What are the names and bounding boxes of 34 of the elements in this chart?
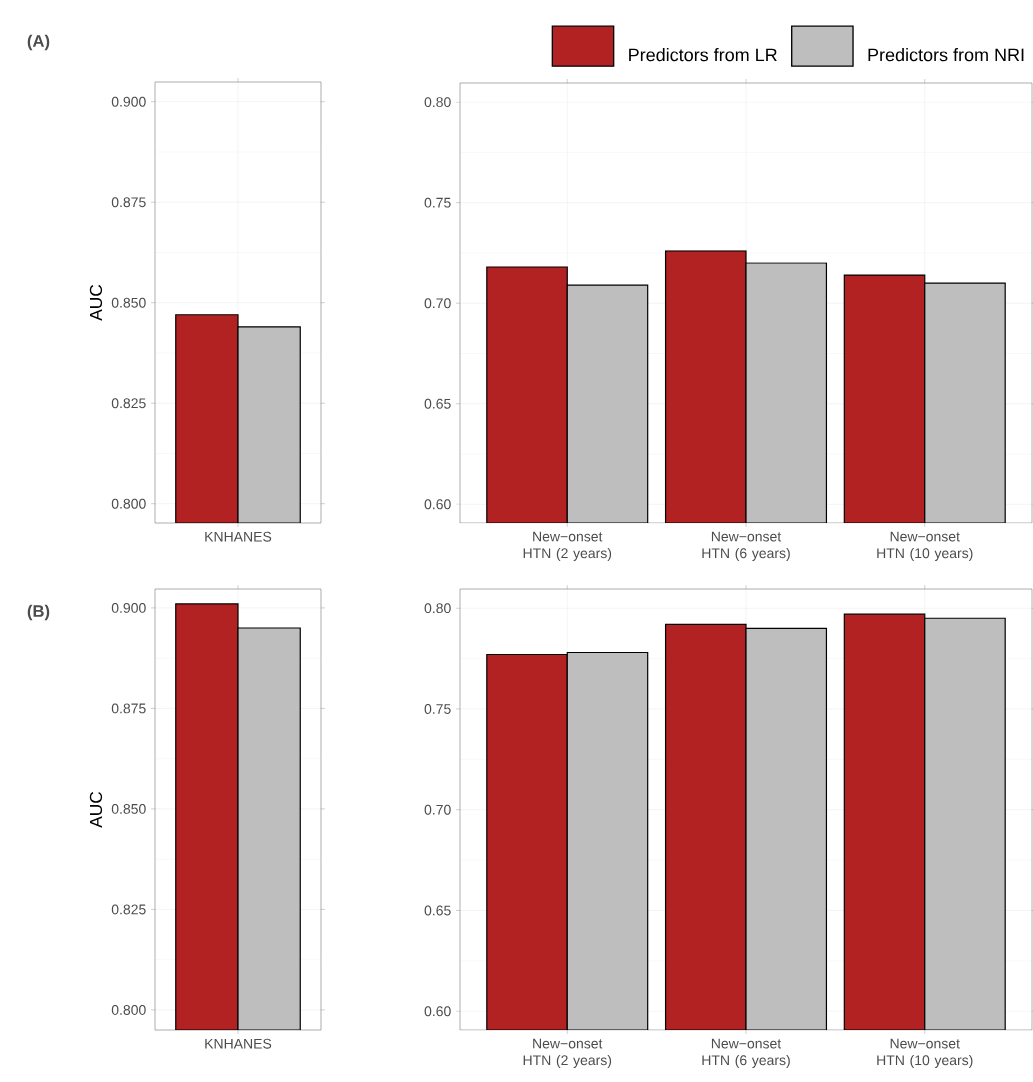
- y-tick-label: 0.70: [424, 804, 451, 815]
- text: (B): [27, 604, 50, 621]
- y-tick-label: 0.825: [111, 904, 146, 915]
- x-tick-label: New−onset HTN (10 years): [877, 531, 973, 561]
- y-tick-label: 0.875: [111, 703, 146, 714]
- y-tick-label: 0.850: [111, 297, 146, 308]
- y-tick-label: 0.800: [111, 1004, 146, 1015]
- y-tick-label: 0.75: [424, 197, 451, 208]
- y-tick-label: 0.850: [111, 803, 146, 814]
- legend-label: Predictors from LR: [629, 48, 777, 62]
- y-tick-label: 0.875: [111, 197, 146, 208]
- y-axis-title: AUC: [89, 284, 103, 321]
- y-tick-label: 0.900: [111, 602, 146, 613]
- x-tick-label: KNHANES: [205, 1038, 272, 1049]
- y-tick-label: 0.65: [424, 398, 451, 409]
- y-tick-label: 0.80: [424, 97, 451, 108]
- x-tick-label: New−onset HTN (10 years): [877, 1038, 973, 1068]
- x-tick-label: New−onset HTN (6 years): [702, 1038, 790, 1068]
- y-axis-title: AUC: [89, 791, 103, 828]
- y-tick-label: 0.80: [424, 603, 451, 614]
- y-tick-label: 0.75: [424, 703, 451, 714]
- legend-label: Predictors from NRI: [868, 48, 1024, 62]
- y-tick-label: 0.65: [424, 905, 451, 916]
- x-tick-label: New−onset HTN (2 years): [523, 1038, 612, 1068]
- x-tick-label: New−onset HTN (2 years): [523, 531, 612, 561]
- x-tick-label: KNHANES: [205, 531, 272, 542]
- text: (A): [27, 34, 50, 51]
- y-tick-label: 0.60: [424, 1006, 451, 1017]
- y-tick-label: 0.60: [424, 499, 451, 510]
- y-tick-label: 0.800: [111, 498, 146, 509]
- y-tick-label: 0.70: [424, 298, 451, 309]
- y-tick-label: 0.825: [111, 398, 146, 409]
- x-tick-label: New−onset HTN (6 years): [702, 531, 790, 561]
- y-tick-label: 0.900: [111, 96, 146, 107]
